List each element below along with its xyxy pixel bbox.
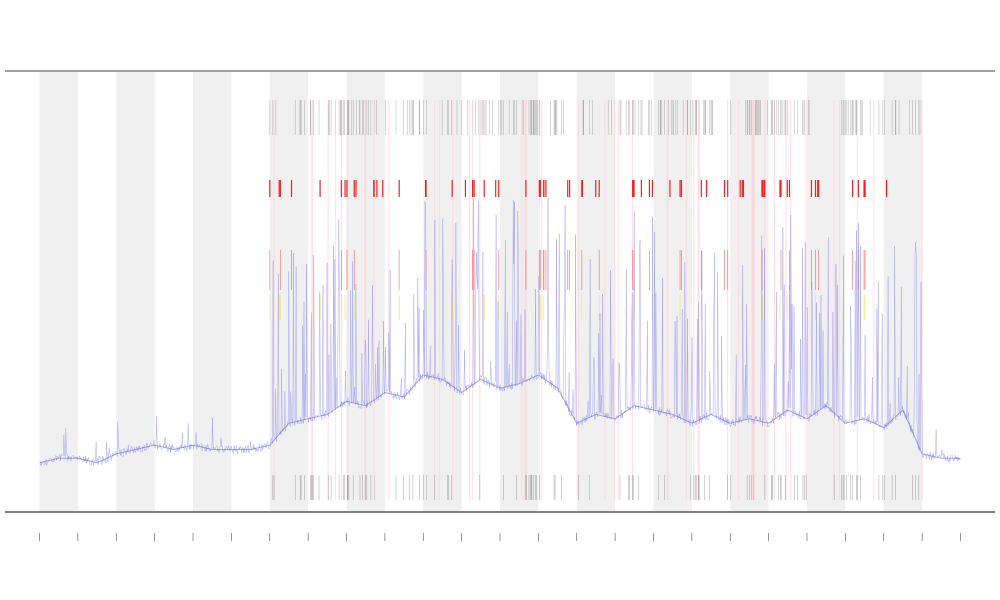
- shaded-band: [576, 72, 616, 511]
- shaded-band: [500, 72, 539, 511]
- shaded-bands: [39, 72, 923, 511]
- shaded-band: [730, 72, 769, 511]
- shaded-band: [883, 72, 923, 511]
- series-line: [39, 197, 961, 467]
- shaded-band: [39, 72, 78, 511]
- x-ticks: [39, 533, 961, 541]
- shaded-band: [193, 72, 232, 511]
- series-baseline: [39, 374, 961, 464]
- shaded-band: [116, 72, 155, 511]
- rug-marks: [269, 100, 923, 500]
- series-lines: [39, 197, 961, 467]
- shaded-band: [653, 72, 692, 511]
